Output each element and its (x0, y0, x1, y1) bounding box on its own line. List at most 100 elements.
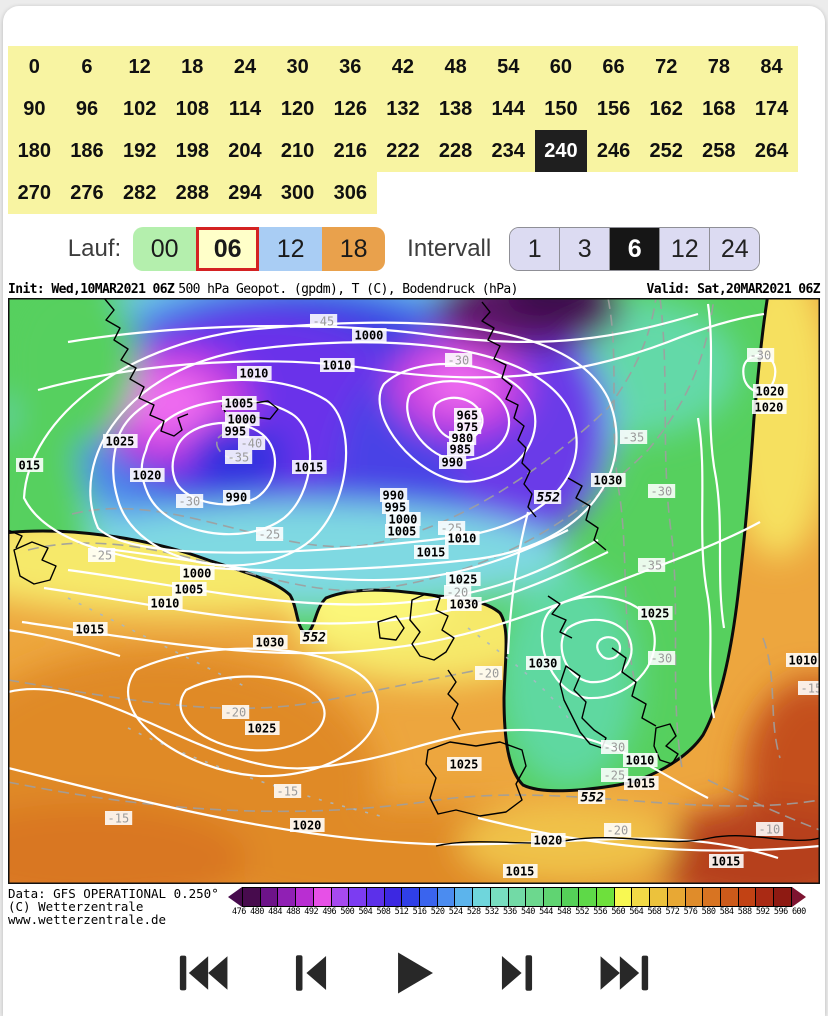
colorbar-tick: 568 (647, 907, 662, 917)
forecast-hour-24[interactable]: 24 (218, 46, 272, 88)
forecast-hour-144[interactable]: 144 (481, 88, 535, 130)
svg-text:-30: -30 (651, 485, 673, 499)
forecast-hour-66[interactable]: 66 (587, 46, 640, 88)
interval-option-1[interactable]: 1 (510, 228, 560, 270)
forecast-hour-132[interactable]: 132 (376, 88, 430, 130)
forecast-hour-114[interactable]: 114 (218, 88, 272, 130)
forecast-hour-162[interactable]: 162 (639, 88, 693, 130)
run-option-00[interactable]: 00 (133, 227, 197, 271)
svg-text:015: 015 (19, 459, 41, 473)
map-footer: Data: GFS OPERATIONAL 0.250° (C) Wetterz… (8, 887, 820, 926)
svg-text:1000: 1000 (183, 567, 212, 581)
forecast-hour-300[interactable]: 300 (271, 172, 324, 214)
forecast-hour-156[interactable]: 156 (587, 88, 640, 130)
svg-text:1030: 1030 (529, 657, 558, 671)
svg-text:1015: 1015 (712, 855, 741, 869)
skip-to-last-button[interactable] (598, 944, 652, 1002)
forecast-hour-228[interactable]: 228 (429, 130, 482, 172)
forecast-hour-84[interactable]: 84 (745, 46, 798, 88)
colorbar-cell-564 (632, 888, 651, 906)
552-contour (3, 293, 770, 793)
interval-option-3[interactable]: 3 (559, 228, 610, 270)
svg-text:-25: -25 (604, 769, 626, 783)
forecast-hour-168[interactable]: 168 (692, 88, 746, 130)
colorbar-tick: 476 (232, 907, 246, 917)
forecast-hour-306[interactable]: 306 (323, 172, 377, 214)
forecast-hour-210[interactable]: 210 (271, 130, 324, 172)
play-button[interactable] (392, 944, 436, 1002)
step-forward-button[interactable] (498, 944, 536, 1002)
forecast-hour-270[interactable]: 270 (8, 172, 61, 214)
forecast-hour-198[interactable]: 198 (165, 130, 219, 172)
forecast-hour-54[interactable]: 54 (481, 46, 535, 88)
pressure-label-1020: 1020 (130, 468, 165, 483)
pressure-label-1015: 1015 (292, 460, 327, 475)
forecast-hour-192[interactable]: 192 (113, 130, 166, 172)
forecast-hour-96[interactable]: 96 (60, 88, 114, 130)
forecast-hour-6[interactable]: 6 (60, 46, 114, 88)
colorbar-arrow-left (228, 887, 242, 907)
svg-text:-30: -30 (651, 652, 673, 666)
interval-option-12[interactable]: 12 (659, 228, 710, 270)
forecast-hour-18[interactable]: 18 (165, 46, 219, 88)
colorbar-tick: 540 (521, 907, 535, 917)
forecast-hour-108[interactable]: 108 (165, 88, 219, 130)
forecast-hour-180[interactable]: 180 (8, 130, 61, 172)
forecast-hour-174[interactable]: 174 (745, 88, 798, 130)
svg-text:1025: 1025 (641, 607, 670, 621)
map-title-line: Init: Wed,10MAR2021 06Z 500 hPa Geopot. … (8, 282, 821, 297)
forecast-hour-288[interactable]: 288 (165, 172, 219, 214)
pressure-label-1020: 1020 (531, 833, 566, 848)
pressure-label-1015: 1015 (503, 864, 538, 879)
forecast-hour-204[interactable]: 204 (218, 130, 272, 172)
step-backward-button[interactable] (292, 944, 330, 1002)
run-option-12[interactable]: 12 (259, 227, 323, 271)
forecast-hour-12[interactable]: 12 (113, 46, 166, 88)
colorbar-tick: 564 (629, 907, 644, 917)
interval-option-6[interactable]: 6 (609, 228, 660, 270)
pressure-label-1020: 1020 (290, 818, 325, 833)
skip-to-first-button[interactable] (176, 944, 230, 1002)
forecast-hour-36[interactable]: 36 (323, 46, 377, 88)
forecast-hour-276[interactable]: 276 (60, 172, 114, 214)
forecast-hour-0[interactable]: 0 (8, 46, 61, 88)
svg-text:1015: 1015 (506, 865, 535, 879)
geopot-label-552: 552 (534, 490, 562, 506)
forecast-hour-258[interactable]: 258 (692, 130, 746, 172)
forecast-hour-126[interactable]: 126 (323, 88, 377, 130)
forecast-hour-282[interactable]: 282 (113, 172, 166, 214)
forecast-hour-186[interactable]: 186 (60, 130, 114, 172)
temp-label--20: -20 (222, 705, 250, 720)
forecast-hour-78[interactable]: 78 (692, 46, 746, 88)
forecast-hour-216[interactable]: 216 (323, 130, 377, 172)
colorbar-cell-584 (720, 888, 739, 906)
forecast-hour-222[interactable]: 222 (376, 130, 430, 172)
pressure-label-1010: 1010 (786, 653, 821, 668)
forecast-hour-60[interactable]: 60 (534, 46, 588, 88)
colorbar-tick: 596 (773, 907, 788, 917)
colorbar-tick: 480 (250, 907, 264, 917)
forecast-hour-234[interactable]: 234 (481, 130, 535, 172)
interval-option-24[interactable]: 24 (709, 228, 760, 270)
forecast-hour-102[interactable]: 102 (113, 88, 166, 130)
forecast-hour-120[interactable]: 120 (271, 88, 324, 130)
run-option-06[interactable]: 06 (196, 227, 260, 271)
forecast-hour-150[interactable]: 150 (534, 88, 588, 130)
forecast-hour-264[interactable]: 264 (745, 130, 798, 172)
forecast-hour-72[interactable]: 72 (639, 46, 693, 88)
forecast-hour-90[interactable]: 90 (8, 88, 61, 130)
geopot-label-552: 552 (300, 630, 328, 646)
svg-text:-25: -25 (91, 549, 113, 563)
forecast-hour-48[interactable]: 48 (429, 46, 482, 88)
run-option-18[interactable]: 18 (322, 227, 386, 271)
forecast-hour-294[interactable]: 294 (218, 172, 272, 214)
temp-label--15: -15 (274, 784, 302, 799)
forecast-hour-138[interactable]: 138 (429, 88, 482, 130)
playback-controls (8, 940, 820, 1006)
forecast-hour-42[interactable]: 42 (376, 46, 430, 88)
forecast-hour-30[interactable]: 30 (271, 46, 324, 88)
forecast-hour-252[interactable]: 252 (639, 130, 693, 172)
forecast-hour-246[interactable]: 246 (587, 130, 640, 172)
forecast-hour-240[interactable]: 240 (534, 130, 588, 172)
temp-label--25: -25 (88, 548, 116, 563)
